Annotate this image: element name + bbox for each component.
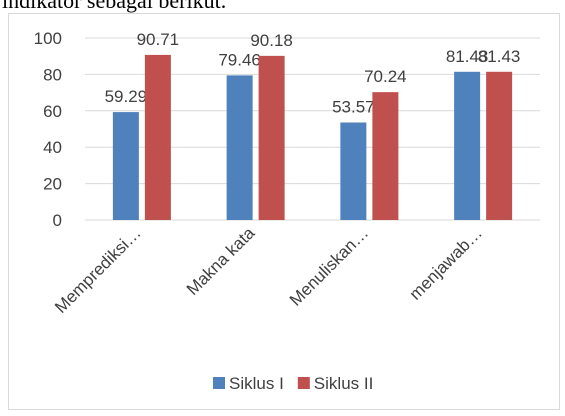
document-text: indikator sebagai berikut. xyxy=(2,0,226,13)
data-label: 90.71 xyxy=(137,30,180,49)
bar xyxy=(112,112,139,220)
legend-label: Siklus II xyxy=(314,374,374,393)
x-tick-label: Makna kata xyxy=(183,223,259,299)
x-tick-label: Menuliskan… xyxy=(286,223,372,309)
y-tick-label: 40 xyxy=(43,138,62,157)
legend-swatch xyxy=(213,377,225,389)
data-label: 70.24 xyxy=(364,67,407,86)
x-tick-label: menjawab… xyxy=(406,223,486,303)
x-tick-label: Memprediksi… xyxy=(51,223,145,317)
legend-label: Siklus I xyxy=(229,374,284,393)
bar xyxy=(340,122,367,220)
y-tick-label: 80 xyxy=(43,65,62,84)
bar xyxy=(226,75,253,220)
data-label: 59.29 xyxy=(105,87,148,106)
bar xyxy=(258,55,285,220)
bar xyxy=(486,71,513,221)
legend-swatch xyxy=(297,377,310,389)
data-label: 90.18 xyxy=(250,31,293,50)
data-label: 53.57 xyxy=(332,98,375,117)
data-label: 79.46 xyxy=(218,50,261,69)
bar xyxy=(372,92,399,220)
bar xyxy=(144,54,171,220)
bar xyxy=(454,71,481,221)
y-tick-label: 0 xyxy=(53,211,62,230)
y-tick-label: 100 xyxy=(34,29,62,48)
data-label: 81.43 xyxy=(446,47,489,66)
y-tick-label: 60 xyxy=(43,102,62,121)
y-tick-label: 20 xyxy=(43,175,62,194)
data-label: 81.43 xyxy=(478,47,521,66)
chart-border xyxy=(8,13,560,410)
